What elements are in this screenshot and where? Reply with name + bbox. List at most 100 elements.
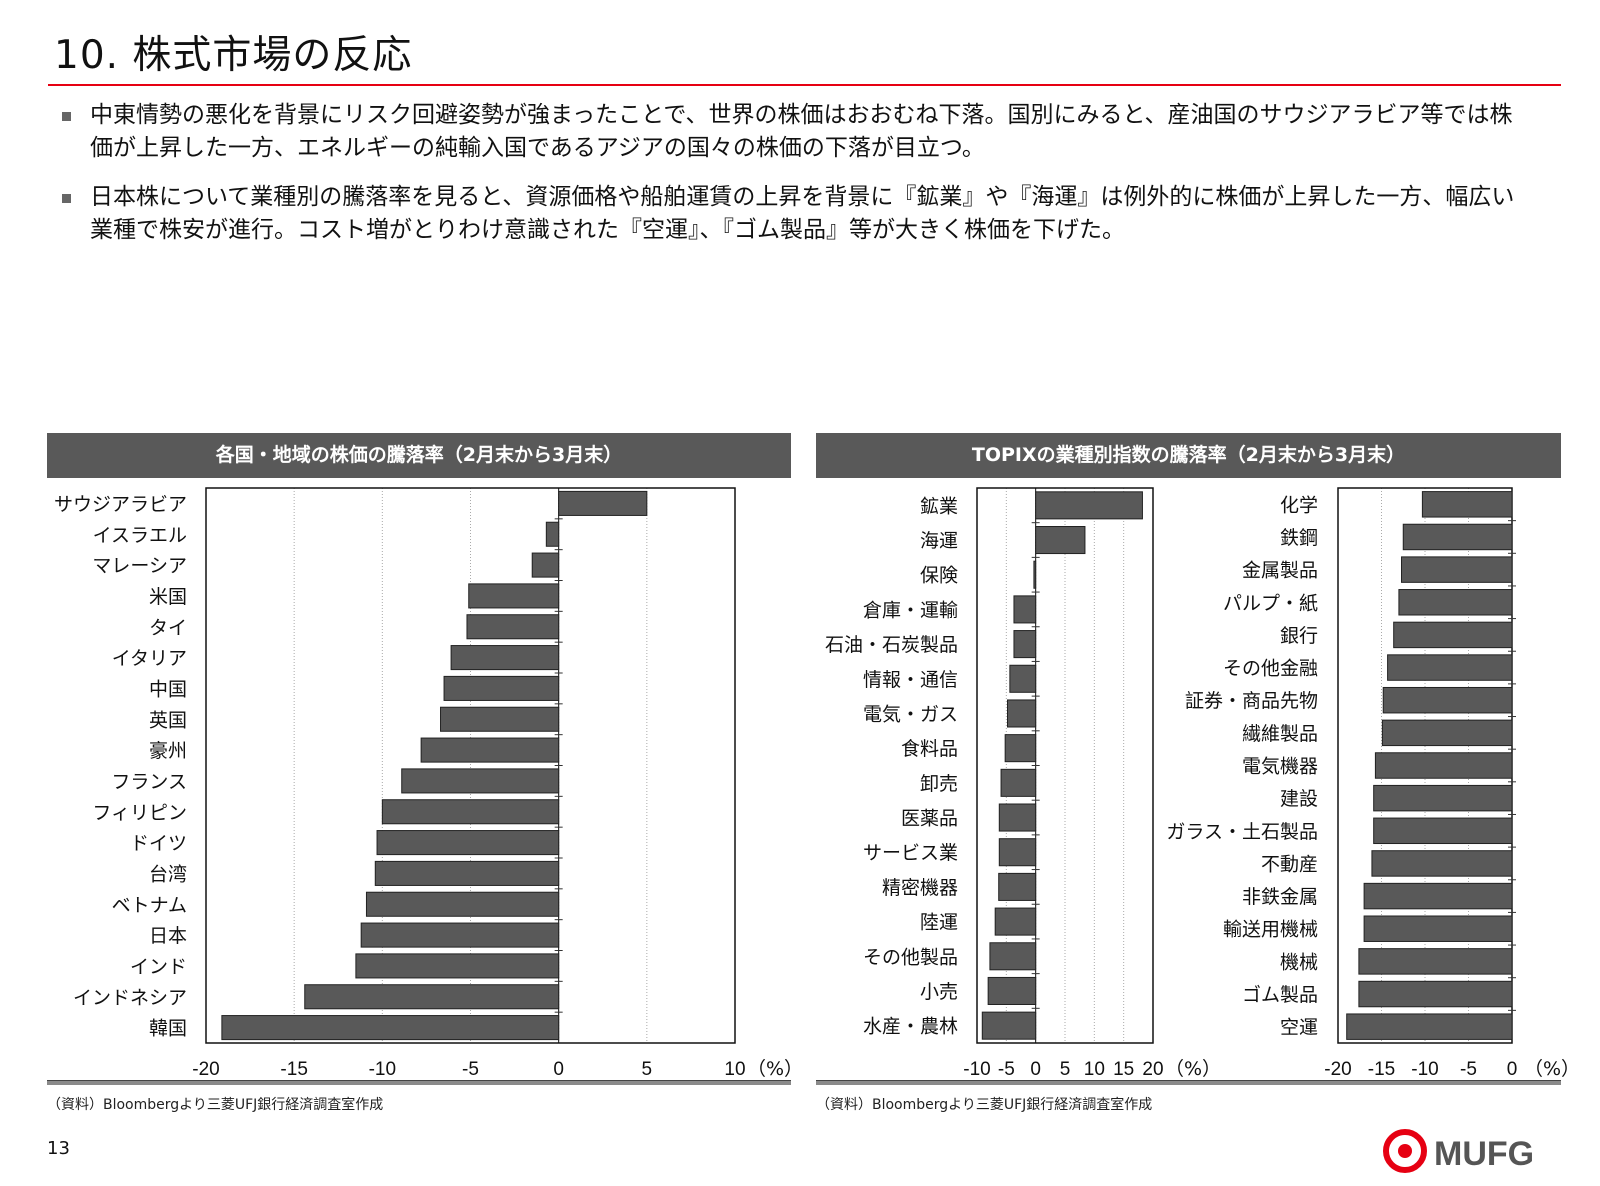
x-tick-label: 20: [1142, 1059, 1163, 1080]
category-label: 台湾: [149, 863, 187, 885]
category-label: ゴム製品: [1242, 984, 1318, 1006]
bullet-square-icon: [62, 112, 71, 121]
x-tick-label: 5: [1060, 1059, 1071, 1080]
category-label: 建設: [1280, 788, 1318, 810]
category-label: 英国: [149, 709, 187, 731]
category-label: 情報・通信: [863, 669, 958, 691]
bar: [1421, 491, 1513, 518]
category-label: 韓国: [149, 1018, 187, 1040]
category-label: 米国: [149, 586, 187, 608]
plot-frame: [205, 487, 736, 1044]
bar: [1013, 595, 1037, 624]
x-tick-label: -5: [998, 1059, 1015, 1080]
x-tick-label: 10: [1084, 1059, 1105, 1080]
category-label: 金属製品: [1242, 560, 1318, 582]
category-label: 豪州: [149, 740, 187, 762]
category-label: 鉱業: [920, 495, 958, 517]
category-label: タイ: [149, 617, 187, 639]
bar: [1007, 699, 1037, 728]
x-tick-label: 10: [724, 1059, 745, 1080]
bar: [466, 614, 560, 640]
bar: [468, 583, 560, 609]
category-label: サービス業: [863, 842, 958, 864]
category-label: 医薬品: [901, 808, 958, 830]
category-label: 中国: [149, 678, 187, 700]
panel-bottom-rule: [816, 1080, 1561, 1085]
bar: [221, 1015, 560, 1041]
category-label: 銀行: [1280, 625, 1318, 647]
category-label: イスラエル: [93, 524, 187, 546]
category-label: フィリピン: [92, 802, 187, 824]
category-label: 海運: [920, 530, 958, 552]
logo-text: MUFG: [1434, 1135, 1534, 1173]
bar: [1371, 850, 1513, 877]
x-tick-label: 0: [553, 1059, 564, 1080]
bar: [994, 907, 1037, 936]
bar: [374, 860, 560, 886]
bar: [1363, 915, 1513, 942]
category-label: 保険: [920, 565, 958, 587]
x-tick-label: 15: [1113, 1059, 1134, 1080]
category-label: 証券・商品先物: [1185, 690, 1318, 712]
category-label: 卸売: [920, 773, 958, 795]
bar: [558, 490, 648, 516]
bar: [1358, 980, 1513, 1008]
bar: [998, 838, 1037, 867]
bar: [1393, 621, 1513, 649]
bar: [998, 872, 1037, 901]
chart-header-topix: TOPIXの業種別指数の騰落率（2月末から3月末）: [816, 433, 1561, 478]
category-label: 精密機器: [882, 877, 958, 899]
category-label: 化学: [1280, 494, 1318, 516]
x-tick-label: -15: [280, 1059, 307, 1080]
bar: [381, 799, 560, 825]
category-label: サウジアラビア: [54, 493, 187, 515]
category-label: 倉庫・運輸: [863, 599, 958, 621]
page-number: 13: [47, 1138, 70, 1159]
bar: [989, 942, 1037, 971]
x-tick-label: -20: [192, 1059, 219, 1080]
source-note: （資料）Bloombergより三菱UFJ銀行経済調査室作成: [47, 1097, 384, 1113]
bar: [376, 830, 560, 856]
bar: [1381, 719, 1513, 747]
category-label: 小売: [920, 981, 958, 1003]
category-label: 水産・農林: [863, 1016, 958, 1038]
x-tick-label: -5: [462, 1059, 479, 1080]
x-tick-label: -15: [1368, 1059, 1395, 1080]
category-label: 機械: [1280, 951, 1318, 973]
bar: [355, 953, 560, 979]
bar: [1033, 560, 1037, 589]
category-label: 繊維製品: [1242, 723, 1318, 745]
category-label: 日本: [149, 925, 187, 947]
bar: [304, 984, 560, 1010]
bar: [1035, 491, 1143, 520]
plot-frame: [976, 487, 1154, 1044]
bar: [1402, 523, 1513, 551]
category-label: 電気・ガス: [863, 703, 958, 725]
category-label: 電気機器: [1242, 756, 1318, 778]
bar: [450, 645, 560, 671]
bar: [360, 922, 560, 948]
mufg-logo: MUFG: [1383, 1129, 1534, 1173]
bar: [545, 521, 560, 547]
bar: [1000, 768, 1037, 797]
category-label: 非鉄金属: [1242, 886, 1318, 908]
x-tick-label: -10: [369, 1059, 396, 1080]
x-tick-label: 0: [1030, 1059, 1041, 1080]
category-label: 石油・石炭製品: [825, 634, 958, 656]
bar: [401, 768, 560, 794]
bullet-text: 日本株について業種別の騰落率を見ると、資源価格や船舶運賃の上昇を背景に『鉱業』や…: [90, 184, 1515, 243]
category-label: 鉄鋼: [1280, 527, 1318, 549]
category-label: 不動産: [1261, 853, 1318, 875]
bullet-text: 中東情勢の悪化を背景にリスク回避姿勢が強まったことで、世界の株価はおおむね下落。…: [90, 102, 1513, 161]
bar: [1373, 784, 1513, 812]
category-label: 食料品: [901, 738, 958, 760]
bar: [365, 891, 560, 917]
category-label: ガラス・土石製品: [1166, 821, 1318, 843]
bar: [1013, 630, 1037, 659]
bar: [1035, 526, 1086, 555]
source-note: （資料）Bloombergより三菱UFJ銀行経済調査室作成: [816, 1097, 1153, 1113]
x-tick-label: -10: [1411, 1059, 1438, 1080]
category-label: その他金融: [1223, 658, 1318, 680]
bar: [1358, 948, 1513, 975]
